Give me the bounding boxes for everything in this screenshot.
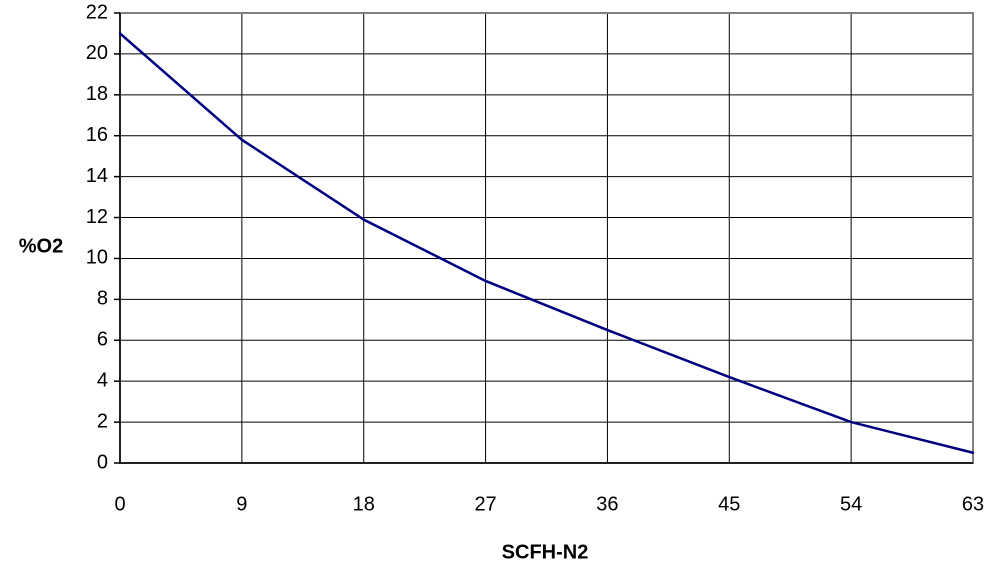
data-point-0-6 (850, 421, 852, 423)
y-tick-label-14: 14 (86, 165, 108, 187)
data-point-0-0 (119, 32, 121, 34)
x-tick-label-0: 0 (114, 493, 125, 515)
y-tick-label-0: 0 (97, 451, 108, 473)
y-tick-label-6: 6 (97, 329, 108, 351)
data-point-0-4 (606, 329, 608, 331)
x-tick-label-27: 27 (474, 493, 496, 515)
y-tick-label-2: 2 (97, 410, 108, 432)
y-axis-title: %O2 (19, 235, 63, 257)
data-point-0-3 (484, 280, 486, 282)
y-tick-label-4: 4 (97, 369, 108, 391)
series-line-0 (120, 33, 973, 452)
x-tick-label-9: 9 (236, 493, 247, 515)
data-point-0-7 (972, 452, 974, 454)
data-point-0-5 (728, 376, 730, 378)
plot-area-frame (120, 13, 973, 463)
y-axis-tick-labels: 0 2 4 6 8 10 12 14 16 18 20 22 (86, 1, 108, 473)
y-tick-label-12: 12 (86, 206, 108, 228)
x-tick-label-63: 63 (962, 493, 984, 515)
x-axis-title: SCFH-N2 (502, 541, 589, 563)
y-tick-label-18: 18 (86, 83, 108, 105)
axes (114, 13, 973, 463)
data-point-0-2 (363, 218, 365, 220)
y-tick-label-10: 10 (86, 247, 108, 269)
x-axis-tick-labels: 0 9 18 27 36 45 54 63 (114, 493, 984, 515)
series-group (119, 32, 974, 454)
y-tick-label-20: 20 (86, 42, 108, 64)
x-tick-label-45: 45 (718, 493, 740, 515)
y-tick-label-22: 22 (86, 1, 108, 23)
data-point-0-1 (241, 139, 243, 141)
x-tick-label-36: 36 (596, 493, 618, 515)
x-tick-label-18: 18 (353, 493, 375, 515)
x-tick-label-54: 54 (840, 493, 862, 515)
grid-lines (120, 13, 973, 463)
y-tick-label-16: 16 (86, 124, 108, 146)
y-tick-label-8: 8 (97, 288, 108, 310)
